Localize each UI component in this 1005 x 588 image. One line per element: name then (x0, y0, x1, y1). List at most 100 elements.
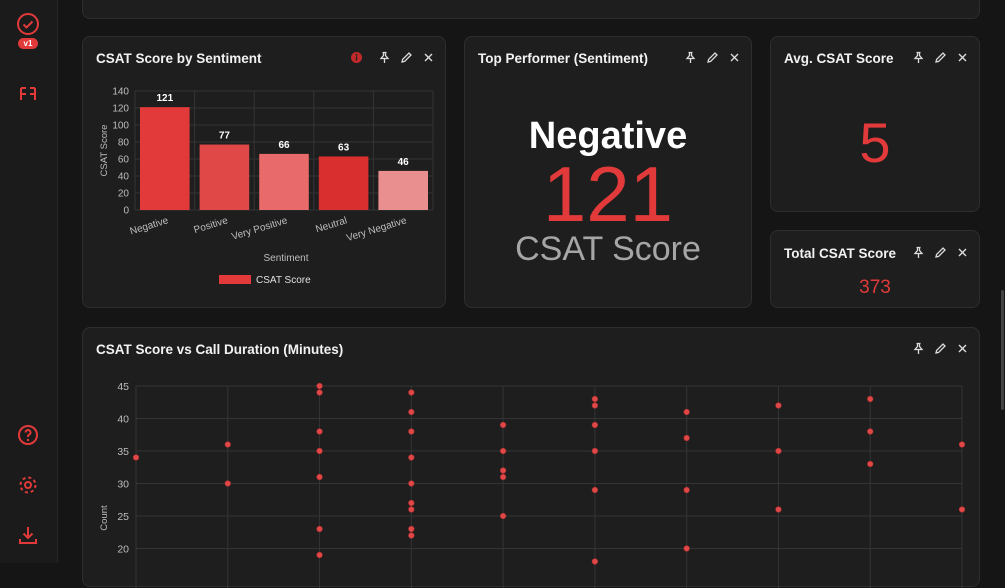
card-title: Top Performer (Sentiment) (478, 51, 649, 66)
scatter-point (958, 506, 966, 513)
scatter-point (316, 389, 323, 396)
close-icon[interactable] (422, 51, 435, 64)
bar-value-label: 77 (219, 131, 231, 142)
y-tick-label: 20 (118, 189, 130, 200)
close-icon[interactable] (728, 51, 741, 64)
scatter-point (316, 525, 323, 533)
top-performer-metric: CSAT Score (515, 230, 701, 268)
bar (259, 153, 309, 210)
settings-icon[interactable] (16, 473, 40, 497)
y-tick-label: 60 (118, 155, 130, 166)
info-icon[interactable] (350, 51, 363, 64)
scatter-point (408, 480, 415, 487)
edit-icon[interactable] (706, 51, 719, 64)
close-icon[interactable] (956, 51, 969, 64)
scatter-point (591, 447, 598, 455)
edit-icon[interactable] (934, 342, 947, 355)
top-performer-category: Negative (528, 115, 688, 157)
close-icon[interactable] (956, 342, 969, 355)
x-axis-title: Sentiment (263, 253, 308, 264)
bar (318, 156, 369, 210)
scatter-point (316, 447, 323, 455)
card-title: CSAT Score vs Call Duration (Minutes) (96, 342, 344, 357)
y-tick-label: 45 (117, 381, 129, 393)
pin-icon[interactable] (912, 51, 925, 64)
scatter-point (408, 408, 415, 416)
scatter-point (224, 441, 231, 448)
scatter-point (408, 428, 415, 435)
y-tick-label: 30 (117, 479, 129, 491)
pin-icon[interactable] (378, 51, 391, 64)
y-axis-title: Count (99, 505, 110, 531)
scatter-point (408, 506, 415, 513)
scatter-point (775, 447, 782, 455)
scatter-point (500, 421, 507, 429)
scatter-point (591, 395, 598, 403)
x-tick-label: Positive (193, 215, 230, 236)
scatter-card: CSAT Score vs Call Duration (Minutes) 20… (82, 327, 980, 588)
y-tick-label: 100 (112, 121, 129, 132)
sentiment-bar-chart: 0 20 40 60 80 100 120 140 121 Negative 77 Positive 6… (99, 87, 434, 286)
x-tick-label: Very Positive (230, 215, 289, 243)
scatter-point (683, 408, 690, 416)
scatter-point (591, 402, 598, 409)
y-tick-label: 0 (123, 206, 129, 217)
help-icon[interactable] (16, 423, 40, 447)
scatter-point (316, 551, 323, 559)
y-tick-label: 40 (117, 414, 129, 426)
scatter-point (408, 525, 415, 533)
scatter-point (867, 395, 874, 403)
scatter-point (132, 454, 140, 461)
y-tick-label: 40 (118, 172, 130, 183)
x-tick-label: Very Negative (345, 215, 408, 244)
avg-csat-value: 5 (859, 111, 891, 174)
y-tick-label: 35 (117, 446, 129, 458)
bar (199, 144, 250, 210)
scatter-point (775, 506, 782, 513)
pin-icon[interactable] (912, 246, 925, 259)
scatter-point (316, 382, 323, 390)
scrollbar[interactable] (1001, 290, 1004, 410)
pin-icon[interactable] (684, 51, 697, 64)
y-tick-label: 20 (117, 544, 129, 556)
scatter-chart: 20 25 30 35 40 45 Count (99, 381, 966, 588)
scatter-point (867, 428, 874, 435)
scatter-point (408, 499, 415, 507)
scatter-point (958, 441, 966, 448)
y-tick-label: 80 (118, 138, 130, 149)
scatter-point (500, 473, 507, 481)
scatter-point (408, 389, 415, 396)
legend-swatch (219, 275, 251, 284)
layout-icon[interactable] (16, 82, 40, 106)
scatter-point (591, 558, 598, 565)
version-badge: v1 (18, 38, 38, 49)
card-title: Avg. CSAT Score (784, 51, 894, 66)
bar (378, 170, 428, 210)
edit-icon[interactable] (934, 51, 947, 64)
bar-value-label: 66 (278, 140, 290, 151)
bar-value-label: 63 (338, 142, 350, 153)
scatter-point (591, 421, 598, 429)
bar-value-label: 46 (398, 157, 410, 168)
download-icon[interactable] (16, 523, 40, 547)
card-title: CSAT Score by Sentiment (96, 51, 262, 66)
y-axis-title: CSAT Score (99, 125, 110, 177)
check-circle-icon[interactable] (16, 12, 40, 36)
scatter-point (500, 512, 507, 520)
close-icon[interactable] (956, 246, 969, 259)
avg-csat-card: Avg. CSAT Score 5 (770, 36, 980, 212)
pin-icon[interactable] (912, 342, 925, 355)
scatter-point (316, 473, 323, 481)
y-tick-label: 25 (117, 511, 129, 523)
scatter-point (500, 467, 507, 474)
top-performer-card: Top Performer (Sentiment) Negative 121 C… (464, 36, 752, 308)
scatter-point (316, 428, 323, 435)
card-title: Total CSAT Score (784, 246, 897, 261)
scatter-point (500, 447, 507, 455)
scatter-point (683, 545, 690, 552)
y-tick-label: 120 (112, 104, 129, 115)
sentiment-bar-card: CSAT Score by Sentiment 0 20 40 60 80 100 120 1… (82, 36, 446, 308)
edit-icon[interactable] (934, 246, 947, 259)
scatter-point (867, 460, 874, 468)
edit-icon[interactable] (400, 51, 413, 64)
